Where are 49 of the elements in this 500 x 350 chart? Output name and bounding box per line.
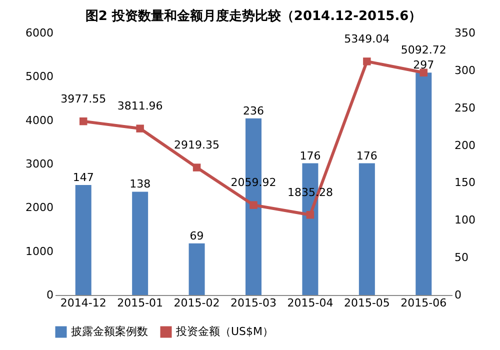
point bbox=[306, 210, 314, 219]
y-tick-label: 3000 bbox=[26, 158, 54, 170]
data-label: 147 bbox=[72, 170, 94, 184]
y2-tick-label: 0 bbox=[454, 288, 462, 302]
point bbox=[420, 68, 428, 76]
y-tick-label: 1000 bbox=[26, 244, 54, 258]
data-label: 3811.96 bbox=[117, 100, 163, 113]
data-label: 176 bbox=[300, 149, 321, 162]
x-tick-label: 2015-03 bbox=[230, 296, 276, 310]
point bbox=[79, 117, 88, 126]
data-label: 236 bbox=[243, 104, 264, 118]
bar bbox=[416, 72, 432, 295]
y-tick-label: 4000 bbox=[26, 114, 54, 127]
bar bbox=[188, 243, 205, 295]
legend-label: 披露金额案例数 bbox=[71, 325, 148, 338]
point bbox=[192, 164, 201, 172]
x-tick-label: 2015-01 bbox=[117, 296, 164, 310]
y2-tick-label: 350 bbox=[454, 26, 476, 40]
point bbox=[250, 201, 258, 209]
chart-title: 图2 投资数量和金额月度走势比较（2014.12-2015.6） bbox=[85, 8, 422, 24]
x-tick-label: 2015-06 bbox=[400, 296, 447, 310]
y2-tick-label: 150 bbox=[454, 176, 476, 190]
x-tick-label: 2015-04 bbox=[287, 296, 334, 310]
legend-label: 投资金额（US$M） bbox=[175, 325, 274, 338]
bar bbox=[132, 192, 148, 295]
point bbox=[136, 124, 144, 132]
x-tick-label: 2015-05 bbox=[344, 296, 390, 310]
y2-tick-label: 200 bbox=[454, 138, 476, 152]
y-tick-label: 2000 bbox=[26, 201, 54, 214]
y2-tick-label: 250 bbox=[454, 101, 476, 114]
data-label: 138 bbox=[130, 178, 151, 191]
y-tick-label: 6000 bbox=[26, 26, 54, 40]
x-tick-label: 2014-12 bbox=[60, 296, 106, 310]
data-label: 176 bbox=[356, 149, 378, 162]
bar bbox=[358, 163, 375, 295]
data-label: 5092.72 bbox=[400, 44, 446, 57]
point bbox=[363, 58, 371, 66]
data-label: 69 bbox=[190, 229, 204, 242]
y-tick-label: 5000 bbox=[26, 70, 54, 84]
bar bbox=[75, 184, 92, 295]
y2-tick-label: 50 bbox=[454, 251, 468, 264]
data-label: 2919.35 bbox=[174, 138, 220, 152]
data-label: 5349.04 bbox=[344, 32, 390, 46]
data-label: 3977.55 bbox=[60, 92, 106, 106]
x-tick-label: 2015-02 bbox=[174, 296, 220, 310]
data-label: 297 bbox=[413, 58, 434, 72]
y2-tick-label: 100 bbox=[454, 214, 476, 227]
y-tick-label: 0 bbox=[46, 288, 54, 302]
y2-tick-label: 300 bbox=[454, 64, 476, 77]
